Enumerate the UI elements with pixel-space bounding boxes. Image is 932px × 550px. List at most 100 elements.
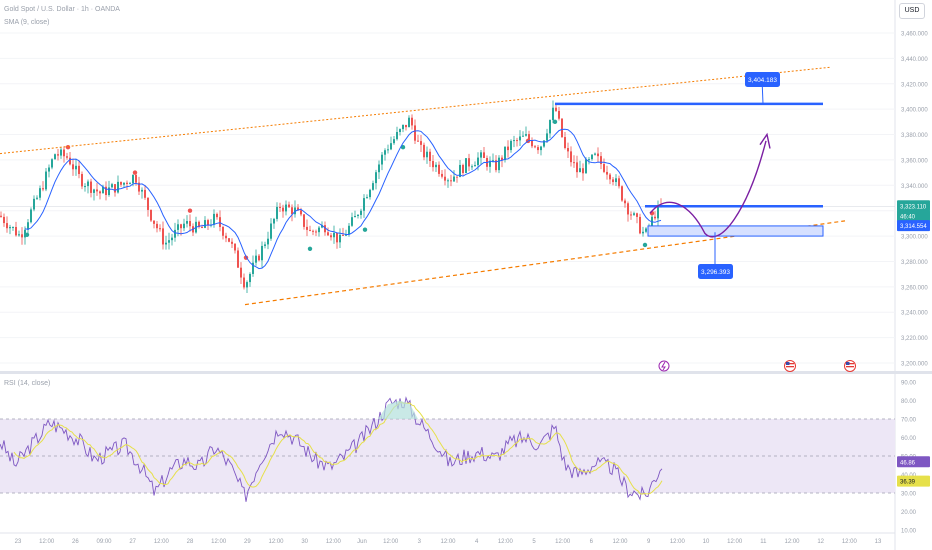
time-tick-label: 23 bbox=[15, 539, 22, 545]
candle-body bbox=[642, 231, 644, 234]
candle-body bbox=[483, 152, 485, 158]
candle-body bbox=[258, 255, 260, 261]
rsi-tick-label: 10.00 bbox=[901, 529, 917, 535]
candle-body bbox=[537, 147, 539, 151]
sma-indicator-label[interactable]: SMA (9, close) bbox=[4, 19, 50, 26]
candle-body bbox=[366, 197, 368, 199]
rsi-indicator-label[interactable]: RSI (14, close) bbox=[4, 380, 51, 387]
candle-body bbox=[630, 214, 632, 216]
forecast-path bbox=[649, 140, 767, 238]
lightning-event-icon bbox=[658, 360, 670, 372]
candle-body bbox=[489, 160, 491, 167]
candle-body bbox=[573, 162, 575, 164]
candle-body bbox=[612, 179, 614, 183]
time-tick-label: 09:00 bbox=[96, 539, 112, 545]
time-tick-label: 11 bbox=[760, 539, 767, 545]
candle-body bbox=[93, 189, 95, 193]
candle-body bbox=[393, 139, 395, 144]
time-tick-label: 12 bbox=[817, 539, 824, 545]
candle-body bbox=[432, 161, 434, 168]
candle-body bbox=[618, 178, 620, 187]
candle-body bbox=[234, 243, 236, 251]
candle-body bbox=[450, 180, 452, 182]
candle-body bbox=[129, 183, 131, 185]
candle-body bbox=[363, 198, 365, 211]
countdown-tag-bg bbox=[897, 210, 930, 222]
candle-body bbox=[315, 231, 317, 233]
candle-body bbox=[510, 140, 512, 151]
candle-body bbox=[558, 110, 560, 119]
candle-body bbox=[63, 149, 65, 157]
rsi-tick-label: 30.00 bbox=[901, 492, 917, 498]
candle-body bbox=[429, 151, 431, 162]
sma-line bbox=[24, 128, 662, 270]
candle-body bbox=[438, 164, 440, 174]
time-tick-label: 28 bbox=[187, 539, 194, 545]
price-tick-label: 3,280.000 bbox=[901, 260, 928, 266]
candle-body bbox=[600, 156, 602, 165]
candle-body bbox=[375, 172, 377, 184]
flag-stripe bbox=[786, 363, 794, 365]
swing-marker bbox=[24, 232, 30, 238]
candle-body bbox=[3, 216, 5, 224]
rsi-overbought-fill bbox=[378, 400, 418, 419]
time-tick-label: 4 bbox=[475, 539, 479, 545]
candle-body bbox=[588, 159, 590, 161]
candle-body bbox=[441, 173, 443, 177]
support-price-label-box bbox=[698, 264, 733, 279]
candle-body bbox=[333, 232, 335, 238]
candle-body bbox=[591, 154, 593, 160]
candle-body bbox=[126, 182, 128, 184]
candle-body bbox=[177, 224, 179, 230]
candle-body bbox=[546, 133, 548, 141]
candle-body bbox=[57, 154, 59, 156]
candle-body bbox=[582, 168, 584, 174]
candle-body bbox=[348, 225, 350, 235]
time-tick-label: 10 bbox=[703, 539, 710, 545]
candle-body bbox=[378, 164, 380, 173]
candle-body bbox=[30, 209, 32, 223]
candle-body bbox=[183, 223, 185, 229]
candle-body bbox=[444, 176, 446, 181]
time-tick-label: 12:00 bbox=[383, 539, 399, 545]
candle-body bbox=[186, 221, 188, 224]
candle-body bbox=[525, 134, 527, 136]
candle-body bbox=[531, 140, 533, 147]
candle-body bbox=[528, 134, 530, 141]
candle-body bbox=[264, 244, 266, 246]
candle-body bbox=[480, 152, 482, 158]
currency-button[interactable]: USD bbox=[899, 3, 925, 19]
candle-body bbox=[300, 210, 302, 215]
candle-body bbox=[312, 230, 314, 232]
candle-body bbox=[402, 124, 404, 130]
time-tick-label: 12:00 bbox=[154, 539, 170, 545]
candle-body bbox=[78, 165, 80, 175]
candle-body bbox=[324, 225, 326, 233]
current-price-tag: 3,323.110 bbox=[900, 204, 927, 210]
candle-body bbox=[357, 214, 359, 217]
rsi-ma-line bbox=[13, 401, 663, 495]
rsi-value-tag-bg bbox=[897, 456, 930, 468]
candle-body bbox=[15, 226, 17, 236]
candle-body bbox=[327, 232, 329, 236]
candle-body bbox=[207, 220, 209, 226]
candle-body bbox=[201, 227, 203, 229]
rsi-tick-label: 90.00 bbox=[901, 381, 917, 387]
candle-body bbox=[603, 164, 605, 172]
price-tick-label: 3,420.000 bbox=[901, 82, 928, 88]
candle-body bbox=[102, 186, 104, 194]
symbol-title: Gold Spot / U.S. Dollar · 1h · OANDA bbox=[4, 6, 120, 13]
candle-body bbox=[180, 224, 182, 229]
candle-body bbox=[513, 140, 515, 142]
candle-body bbox=[255, 255, 257, 263]
candle-body bbox=[60, 149, 62, 156]
candle-body bbox=[222, 226, 224, 236]
candle-body bbox=[216, 213, 218, 218]
time-tick-label: 12:00 bbox=[842, 539, 858, 545]
candle-body bbox=[435, 164, 437, 168]
time-tick-label: 12:00 bbox=[39, 539, 55, 545]
candle-body bbox=[597, 153, 599, 157]
candle-body bbox=[297, 207, 299, 211]
time-tick-label: 12:00 bbox=[784, 539, 800, 545]
